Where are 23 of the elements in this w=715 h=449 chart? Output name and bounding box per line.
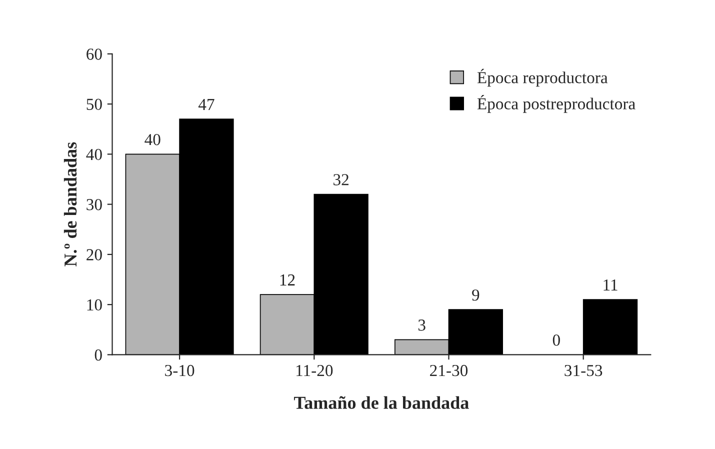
data-label: 11: [604, 279, 618, 290]
data-label: 32: [334, 174, 348, 186]
data-label: 0: [552, 334, 560, 346]
y-tick-label: 20: [86, 249, 102, 260]
legend-label: Época reproductora: [477, 68, 608, 87]
data-label: 3: [418, 320, 426, 331]
x-tick-label: 3-10: [165, 364, 194, 376]
legend-label: Época postreproductora: [477, 95, 636, 113]
x-tick-label: 11-20: [296, 364, 333, 376]
data-label: 9: [472, 289, 480, 301]
x-tick-label: 21-30: [430, 364, 468, 376]
y-tick-label: 30: [86, 198, 102, 210]
y-tick-label: 10: [87, 299, 102, 311]
data-label: 40: [144, 134, 160, 146]
y-tick-label: 50: [86, 98, 102, 110]
y-axis-title: N.º de bandadas: [64, 142, 77, 266]
x-axis-title: Tamaño de la bandada: [294, 396, 469, 409]
y-tick-label: 0: [94, 349, 102, 361]
x-tick-label: 31-53: [564, 364, 602, 376]
y-tick-label: 40: [86, 148, 102, 160]
data-label: 47: [198, 98, 214, 110]
y-tick-label: 60: [86, 48, 102, 60]
data-label: 12: [280, 274, 295, 286]
